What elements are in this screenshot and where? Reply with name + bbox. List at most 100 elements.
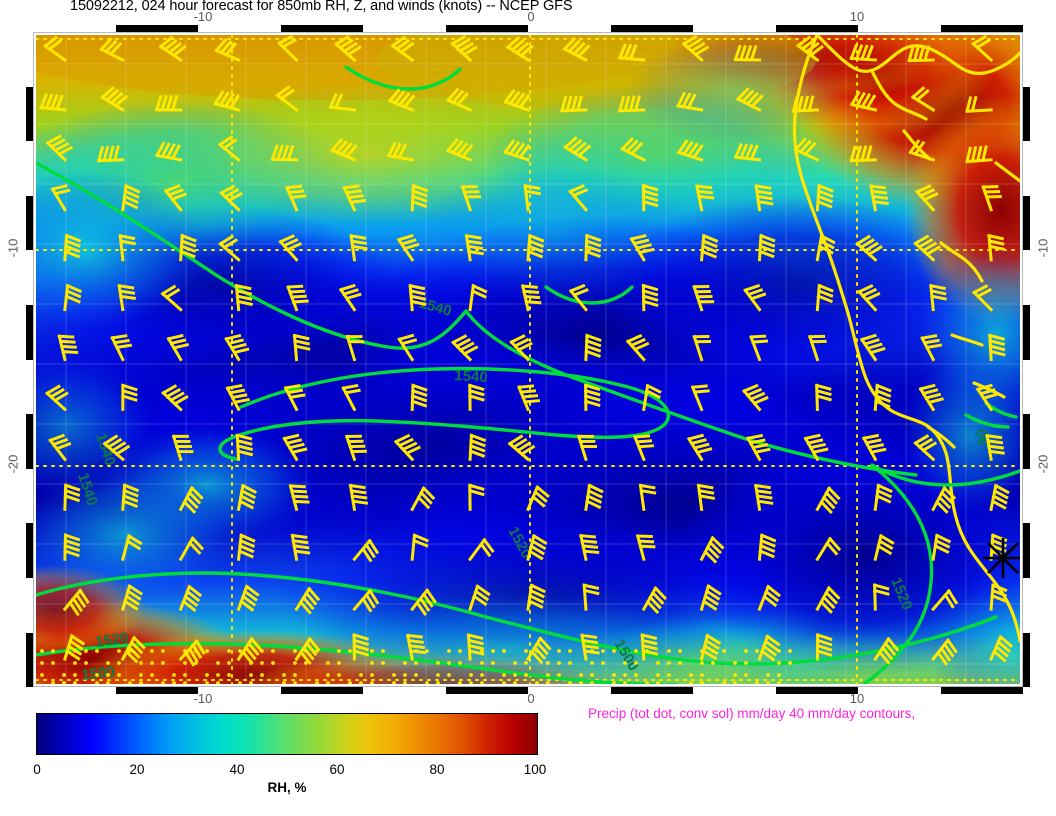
- wind-barb: [345, 334, 365, 362]
- wind-barb: [757, 533, 777, 561]
- wind-barb: [171, 434, 194, 462]
- wind-barb: [213, 90, 241, 112]
- precip-dot: [733, 673, 737, 677]
- precip-dot: [612, 673, 616, 677]
- precip-dot: [227, 673, 231, 677]
- wind-barb: [218, 234, 241, 262]
- precip-dot: [414, 649, 418, 653]
- wind-barb: [110, 334, 133, 362]
- precip-dot: [755, 681, 759, 684]
- precip-dot: [106, 673, 110, 677]
- precip-dot: [315, 681, 319, 684]
- wind-barb: [638, 483, 657, 511]
- wind-barb: [563, 136, 592, 162]
- precip-dot: [744, 661, 748, 665]
- precip-dot: [161, 681, 165, 684]
- precip-dot: [40, 661, 44, 665]
- wind-barb: [526, 583, 546, 611]
- wind-barb: [225, 383, 250, 412]
- wind-barb: [975, 383, 999, 412]
- precip-dot: [128, 681, 132, 684]
- wind-barb: [396, 233, 420, 262]
- precip-dot: [425, 681, 429, 684]
- precip-dot: [480, 661, 484, 665]
- wind-barb: [985, 433, 1005, 462]
- precip-dot: [733, 661, 737, 665]
- wind-barb: [583, 383, 601, 411]
- wind-barb: [640, 633, 659, 661]
- precip-dot: [326, 673, 330, 677]
- precip-dot: [348, 649, 352, 653]
- wind-barb: [219, 184, 243, 212]
- svg-text:1520: 1520: [94, 629, 129, 650]
- precip-dot: [667, 673, 671, 677]
- wind-barb: [121, 184, 141, 212]
- precip-dot: [623, 673, 627, 677]
- wind-barb: [525, 636, 552, 665]
- wind-barb: [45, 134, 74, 162]
- precip-dot: [414, 673, 418, 677]
- wind-barb: [117, 284, 137, 312]
- wind-barb: [617, 43, 646, 62]
- wind-barb: [397, 333, 418, 362]
- ytick-right-neg10: -10: [1035, 238, 1051, 258]
- xtick-top-neg10: -10: [193, 9, 213, 24]
- precip-dot: [546, 681, 550, 684]
- axis-border-left: [26, 32, 33, 687]
- wind-barb: [410, 383, 428, 411]
- precip-dot: [370, 673, 374, 677]
- wind-barb: [466, 633, 485, 661]
- wind-barb: [633, 434, 655, 462]
- precip-dot: [744, 649, 748, 653]
- precip-dot: [722, 649, 726, 653]
- wind-barb: [793, 137, 820, 162]
- coastline: [792, 35, 1020, 643]
- precip-dot: [546, 661, 550, 665]
- wind-barb: [580, 633, 600, 661]
- axis-border-top: [33, 25, 1023, 32]
- wind-barb: [849, 90, 878, 112]
- page-title: 15092212, 024 hour forecast for 850mb RH…: [70, 0, 573, 14]
- colorbar-tick-60: 60: [329, 762, 345, 777]
- wind-barb: [288, 484, 310, 512]
- precip-dot: [359, 673, 363, 677]
- colorbar-tick-0: 0: [33, 762, 41, 777]
- wind-barb: [869, 184, 889, 212]
- wind-barb: [757, 233, 776, 262]
- svg-text:1540: 1540: [454, 367, 488, 386]
- precip-dot: [139, 661, 143, 665]
- precip-dot: [40, 649, 44, 653]
- ytick-left-neg10: -10: [5, 238, 21, 258]
- precip-dot: [392, 673, 396, 677]
- wind-barb: [63, 483, 81, 511]
- wind-barb: [163, 184, 188, 212]
- precip-dot: [84, 649, 88, 653]
- precip-dot: [535, 649, 539, 653]
- precip-dot: [216, 673, 220, 677]
- wind-barb: [387, 88, 416, 112]
- wind-barb: [965, 145, 993, 164]
- precip-dot: [227, 649, 231, 653]
- precip-dot: [656, 673, 660, 677]
- wind-barb: [584, 483, 604, 512]
- wind-barb: [236, 584, 260, 612]
- colorbar: [36, 713, 538, 755]
- precip-dot: [711, 649, 715, 653]
- wind-barb: [699, 584, 722, 611]
- precip-dot: [370, 661, 374, 665]
- wind-barb: [576, 434, 597, 462]
- wind-barb: [989, 634, 1014, 663]
- wind-barb: [45, 384, 69, 412]
- wind-barb: [292, 333, 311, 362]
- precip-dot: [337, 661, 341, 665]
- forecast-map[interactable]: 1540 1540 1520 1500 1520 1520 1500 1540 …: [33, 32, 1023, 687]
- precip-dot: [491, 661, 495, 665]
- wind-barb: [63, 283, 83, 312]
- wind-barb: [290, 533, 311, 561]
- wind-barb: [338, 283, 362, 312]
- precip-dot: [337, 649, 341, 653]
- precip-dot: [293, 661, 297, 665]
- wind-barb: [390, 35, 415, 63]
- wind-barb: [468, 433, 487, 461]
- precip-dot: [546, 673, 550, 677]
